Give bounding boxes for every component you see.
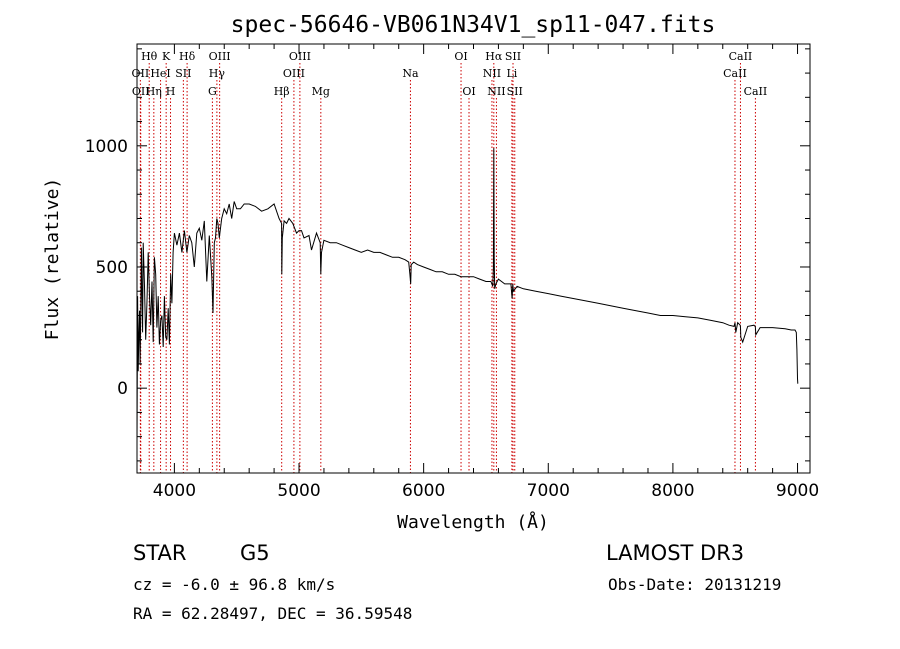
plot-frame — [136, 43, 811, 474]
line-label-25: CaII — [729, 50, 753, 63]
line-label-12: Hβ — [274, 85, 290, 98]
x-tick-label-7000: 7000 — [527, 481, 570, 501]
line-label-8: SII — [175, 67, 191, 80]
line-label-5: K — [162, 50, 171, 63]
line-label-17: OI — [454, 50, 467, 63]
line-label-0: Hθ — [141, 50, 158, 63]
obs-date: Obs-Date: 20131219 — [608, 575, 781, 594]
x-tick-label-8000: 8000 — [651, 481, 694, 501]
object-class: STAR — [133, 541, 186, 565]
survey-name: LAMOST DR3 — [606, 541, 744, 565]
redshift-text: cz = -6.0 ± 96.8 km/s — [133, 575, 335, 594]
line-label-19: Hα — [485, 50, 503, 63]
x-tick-label-5000: 5000 — [277, 481, 320, 501]
line-label-24: Li — [506, 67, 517, 80]
line-label-9: OIII — [209, 50, 231, 63]
coordinates: RA = 62.28497, DEC = 36.59548 — [133, 604, 412, 623]
x-tick-label-6000: 6000 — [402, 481, 445, 501]
line-label-16: Na — [402, 67, 419, 80]
axis-ticks — [137, 44, 810, 473]
line-label-7: Hδ — [179, 50, 196, 63]
line-label-11: G — [208, 85, 217, 98]
spectral-line-markers — [139, 63, 756, 473]
y-tick-label-0: 0 — [117, 379, 128, 399]
line-label-27: CaII — [744, 85, 768, 98]
line-label-15: Mg — [312, 85, 330, 98]
line-label-20: NII — [483, 67, 501, 80]
line-label-6: H — [166, 85, 176, 98]
line-label-13: OIII — [283, 67, 305, 80]
x-axis-label: Wavelength (Å) — [397, 511, 549, 533]
axis-tick-labels: 4000 5000 6000 7000 8000 9000 0 500 1000 — [85, 137, 819, 501]
x-tick-label-4000: 4000 — [153, 481, 196, 501]
line-label-26: CaII — [723, 67, 747, 80]
line-label-21: NII — [487, 85, 505, 98]
line-label-23: SII — [507, 85, 523, 98]
y-axis-label: Flux (relative) — [42, 178, 63, 341]
line-label-10: Hγ — [209, 67, 226, 80]
y-tick-label-1000: 1000 — [85, 137, 128, 157]
line-label-3: Hη — [146, 85, 162, 98]
object-subclass: G5 — [240, 541, 270, 565]
line-label-18: OI — [462, 85, 475, 98]
line-label-22: SII — [505, 50, 521, 63]
line-label-4: HeI — [150, 67, 170, 80]
chart-title: spec-56646-VB061N34V1_sp11-047.fits — [231, 12, 716, 38]
line-label-2: OII — [132, 85, 150, 98]
x-tick-label-9000: 9000 — [776, 481, 819, 501]
y-tick-label-500: 500 — [96, 258, 128, 278]
line-label-14: OIII — [289, 50, 311, 63]
spectrum-series-line — [136, 148, 799, 444]
